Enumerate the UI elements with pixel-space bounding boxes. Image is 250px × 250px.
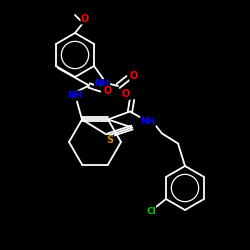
Text: O: O [81, 14, 89, 24]
Text: NH: NH [140, 117, 156, 126]
Text: S: S [106, 136, 114, 145]
Text: O: O [122, 90, 130, 100]
Text: Cl: Cl [146, 206, 156, 216]
Text: O: O [104, 86, 112, 97]
Text: NH: NH [94, 80, 110, 88]
Text: O: O [130, 71, 138, 81]
Text: NH: NH [68, 91, 82, 100]
